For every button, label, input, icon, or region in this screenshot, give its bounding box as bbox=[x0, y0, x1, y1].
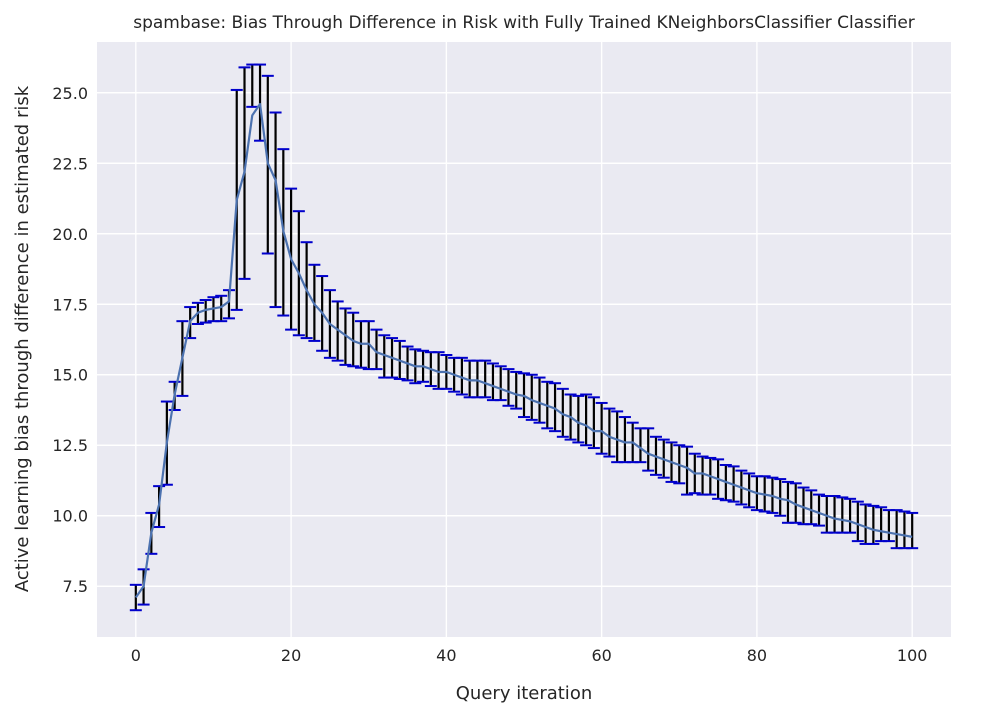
x-tick-label: 60 bbox=[591, 646, 611, 665]
y-tick-label: 7.5 bbox=[63, 577, 88, 596]
plot-area-background bbox=[97, 42, 951, 637]
y-tick-label: 17.5 bbox=[52, 295, 88, 314]
x-tick-label: 100 bbox=[897, 646, 928, 665]
x-tick-label: 0 bbox=[131, 646, 141, 665]
y-tick-label: 15.0 bbox=[52, 366, 88, 385]
series-line bbox=[134, 102, 913, 599]
series-line-group bbox=[134, 102, 913, 599]
x-tick-label: 20 bbox=[281, 646, 301, 665]
y-tick-label: 12.5 bbox=[52, 436, 88, 455]
x-ticks: 0 20 40 60 80 100 bbox=[131, 646, 928, 665]
x-tick-label: 40 bbox=[436, 646, 456, 665]
x-tick-label: 80 bbox=[747, 646, 767, 665]
y-tick-label: 22.5 bbox=[52, 154, 88, 173]
y-tick-label: 10.0 bbox=[52, 507, 88, 526]
y-tick-label: 20.0 bbox=[52, 225, 88, 244]
y-tick-label: 25.0 bbox=[52, 84, 88, 103]
grid bbox=[97, 42, 951, 637]
chart-title: spambase: Bias Through Difference in Ris… bbox=[133, 13, 915, 33]
y-ticks: 7.5 10.0 12.5 15.0 17.5 20.0 22.5 25.0 bbox=[52, 84, 88, 596]
y-axis-label: Active learning bias through difference … bbox=[12, 85, 33, 592]
x-axis-label: Query iteration bbox=[456, 683, 592, 704]
